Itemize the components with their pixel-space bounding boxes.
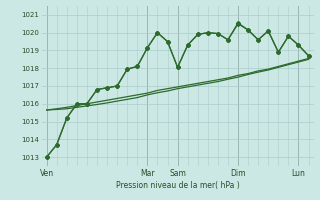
X-axis label: Pression niveau de la mer( hPa ): Pression niveau de la mer( hPa ) xyxy=(116,181,239,190)
